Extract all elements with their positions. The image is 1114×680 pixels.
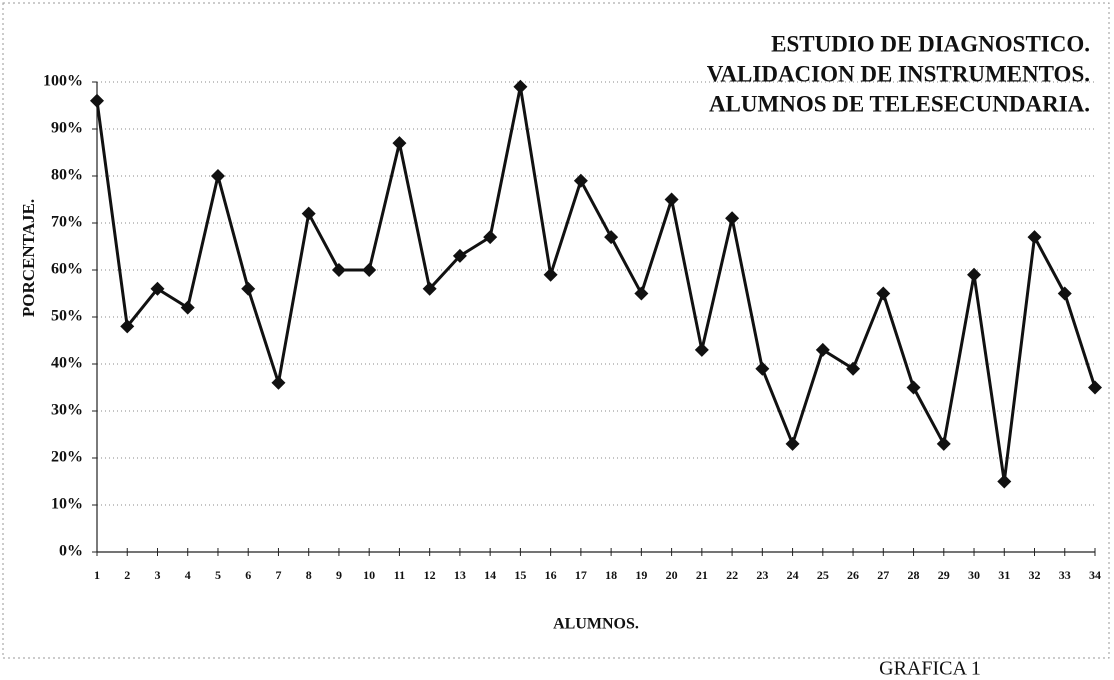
- x-tick-label: 13: [454, 568, 466, 582]
- x-tick-label: 8: [306, 568, 312, 582]
- data-point: [755, 361, 770, 376]
- annotation: GRAFICA 1: [879, 658, 981, 675]
- x-tick-label: 12: [424, 568, 436, 582]
- y-tick-label: 60%: [51, 261, 83, 278]
- data-point: [967, 267, 982, 282]
- data-point: [785, 436, 800, 451]
- y-tick-label: 0%: [59, 543, 83, 560]
- x-tick-label: 19: [635, 568, 647, 582]
- data-point: [392, 136, 407, 151]
- y-tick-label: 70%: [51, 214, 83, 231]
- data-point: [1057, 286, 1072, 301]
- x-tick-label: 31: [998, 568, 1010, 582]
- chart-title: ALUMNOS DE TELESECUNDARIA.: [709, 91, 1090, 116]
- y-tick-label: 30%: [51, 402, 83, 419]
- x-axis-label: ALUMNOS.: [553, 616, 639, 633]
- data-point: [997, 474, 1012, 489]
- data-point: [241, 281, 256, 296]
- x-tick-label: 27: [877, 568, 889, 582]
- x-tick-label: 16: [545, 568, 557, 582]
- x-tick-label: 17: [575, 568, 587, 582]
- x-tick-label: 14: [484, 568, 496, 582]
- data-point: [90, 93, 104, 108]
- y-tick-label: 10%: [51, 496, 83, 513]
- y-tick-label: 80%: [51, 167, 83, 184]
- x-tick-label: 11: [394, 568, 405, 582]
- x-tick-label: 22: [726, 568, 738, 582]
- x-tick-label: 6: [245, 568, 251, 582]
- x-tick-label: 1: [94, 568, 100, 582]
- data-point: [452, 248, 467, 263]
- data-point: [876, 286, 891, 301]
- data-point: [120, 319, 135, 334]
- data-point: [301, 206, 316, 221]
- x-tick-label: 7: [275, 568, 281, 582]
- x-tick-label: 15: [514, 568, 526, 582]
- data-point: [331, 263, 346, 277]
- data-point: [543, 267, 558, 282]
- y-axis-label: PORCENTAJE.: [19, 199, 38, 317]
- x-tick-label: 2: [124, 568, 130, 582]
- data-point: [906, 380, 921, 395]
- x-tick-label: 33: [1059, 568, 1071, 582]
- data-point: [936, 436, 951, 451]
- x-tick-label: 29: [938, 568, 950, 582]
- data-point: [150, 281, 165, 296]
- data-point: [694, 342, 709, 357]
- data-point: [513, 79, 528, 94]
- x-tick-label: 3: [154, 568, 160, 582]
- data-point: [210, 169, 225, 183]
- x-tick-label: 25: [817, 568, 829, 582]
- data-point: [664, 192, 679, 207]
- y-tick-label: 20%: [51, 449, 83, 466]
- x-tick-label: 30: [968, 568, 980, 582]
- y-tick-label: 40%: [51, 355, 83, 372]
- data-point: [483, 230, 498, 245]
- x-tick-label: 23: [756, 568, 768, 582]
- x-tick-label: 21: [696, 568, 708, 582]
- data-point: [362, 263, 377, 277]
- y-tick-label: 100%: [43, 73, 83, 90]
- y-tick-label: 90%: [51, 120, 83, 137]
- x-tick-label: 5: [215, 568, 221, 582]
- x-tick-label: 24: [787, 568, 799, 582]
- data-point: [815, 342, 830, 357]
- data-point: [604, 230, 619, 245]
- x-tick-label: 18: [605, 568, 617, 582]
- data-point: [846, 361, 861, 376]
- data-point: [271, 375, 286, 390]
- data-point: [180, 300, 195, 315]
- x-tick-label: 4: [185, 568, 191, 582]
- data-point: [1088, 380, 1102, 395]
- data-point: [573, 173, 588, 188]
- x-tick-label: 26: [847, 568, 859, 582]
- chart-title: VALIDACION DE INSTRUMENTOS.: [707, 61, 1090, 86]
- data-point: [634, 286, 649, 301]
- data-line: [95, 86, 1097, 482]
- x-tick-label: 10: [363, 568, 375, 582]
- y-tick-label: 50%: [51, 308, 83, 325]
- x-tick-label: 32: [1029, 568, 1041, 582]
- x-tick-label: 20: [666, 568, 678, 582]
- x-tick-label: 28: [908, 568, 920, 582]
- data-point: [1027, 230, 1042, 245]
- x-tick-label: 34: [1089, 568, 1101, 582]
- data-point: [725, 211, 740, 226]
- chart-title: ESTUDIO DE DIAGNOSTICO.: [771, 31, 1090, 56]
- x-tick-label: 9: [336, 568, 342, 582]
- data-point: [422, 281, 437, 296]
